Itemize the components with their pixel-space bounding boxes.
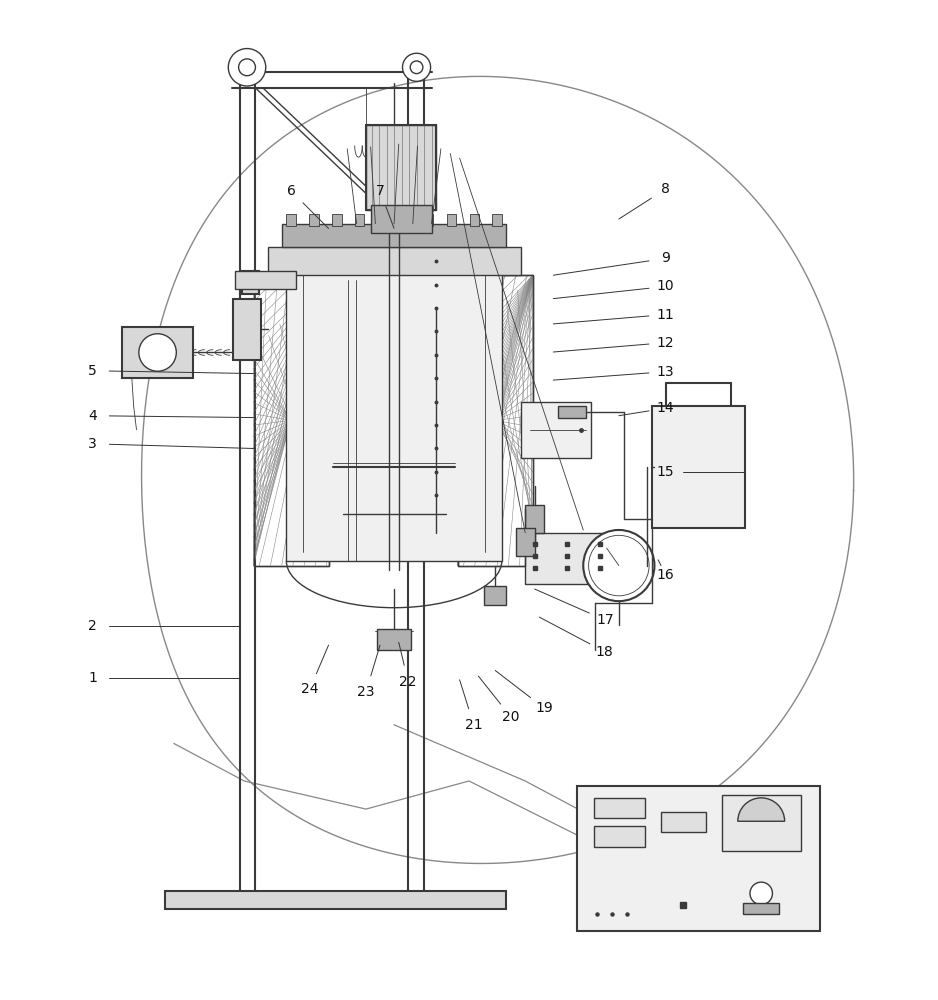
Text: 18: 18: [596, 645, 613, 659]
Circle shape: [589, 535, 649, 596]
Text: 13: 13: [657, 365, 674, 379]
Bar: [234, 271, 295, 289]
Bar: [458, 275, 533, 566]
Text: 2: 2: [88, 619, 97, 633]
Bar: [401, 214, 410, 226]
Text: 10: 10: [657, 279, 674, 293]
Bar: [233, 299, 261, 360]
Text: 19: 19: [535, 701, 552, 715]
Bar: [594, 798, 645, 818]
Bar: [366, 125, 436, 210]
Bar: [332, 214, 341, 226]
Bar: [577, 786, 820, 931]
Text: 9: 9: [661, 251, 670, 265]
Bar: [281, 224, 507, 247]
Circle shape: [410, 61, 423, 74]
Bar: [484, 586, 507, 605]
Bar: [516, 528, 535, 556]
Text: 12: 12: [657, 336, 674, 350]
Bar: [558, 406, 586, 418]
Bar: [661, 812, 706, 832]
Bar: [242, 271, 259, 294]
Bar: [253, 275, 328, 566]
Bar: [470, 214, 479, 226]
Circle shape: [750, 882, 773, 905]
Bar: [446, 214, 456, 226]
Text: 24: 24: [301, 682, 319, 696]
Bar: [594, 826, 645, 847]
Circle shape: [139, 334, 176, 371]
Bar: [458, 275, 533, 566]
Text: 17: 17: [596, 613, 613, 627]
Text: 22: 22: [400, 675, 416, 689]
Wedge shape: [738, 798, 785, 821]
Text: 23: 23: [357, 685, 374, 699]
Text: 7: 7: [375, 184, 385, 198]
Bar: [356, 214, 364, 226]
Text: 4: 4: [88, 409, 97, 423]
Bar: [492, 214, 502, 226]
Text: 11: 11: [657, 308, 674, 322]
Bar: [123, 327, 192, 378]
Bar: [366, 125, 436, 210]
Circle shape: [402, 53, 431, 81]
Text: 16: 16: [657, 568, 674, 582]
Bar: [286, 271, 502, 561]
Text: 1: 1: [88, 671, 97, 685]
Bar: [652, 406, 746, 528]
Circle shape: [583, 530, 655, 601]
Bar: [722, 795, 801, 851]
Bar: [310, 214, 319, 226]
Bar: [744, 903, 779, 914]
Circle shape: [238, 59, 255, 76]
Text: 8: 8: [661, 182, 670, 196]
Text: 5: 5: [88, 364, 97, 378]
Bar: [164, 891, 507, 909]
Circle shape: [228, 49, 265, 86]
Bar: [424, 214, 433, 226]
Bar: [521, 402, 591, 458]
Text: 15: 15: [657, 465, 674, 479]
Bar: [525, 505, 544, 533]
Text: 21: 21: [465, 718, 482, 732]
Text: 3: 3: [88, 437, 97, 451]
Bar: [371, 205, 431, 233]
Bar: [253, 275, 328, 566]
Bar: [525, 533, 610, 584]
Text: 6: 6: [287, 184, 295, 198]
Text: 20: 20: [503, 710, 520, 724]
Bar: [286, 214, 295, 226]
Bar: [378, 214, 387, 226]
Text: 14: 14: [657, 401, 674, 415]
Bar: [377, 629, 411, 650]
Bar: [267, 247, 521, 275]
